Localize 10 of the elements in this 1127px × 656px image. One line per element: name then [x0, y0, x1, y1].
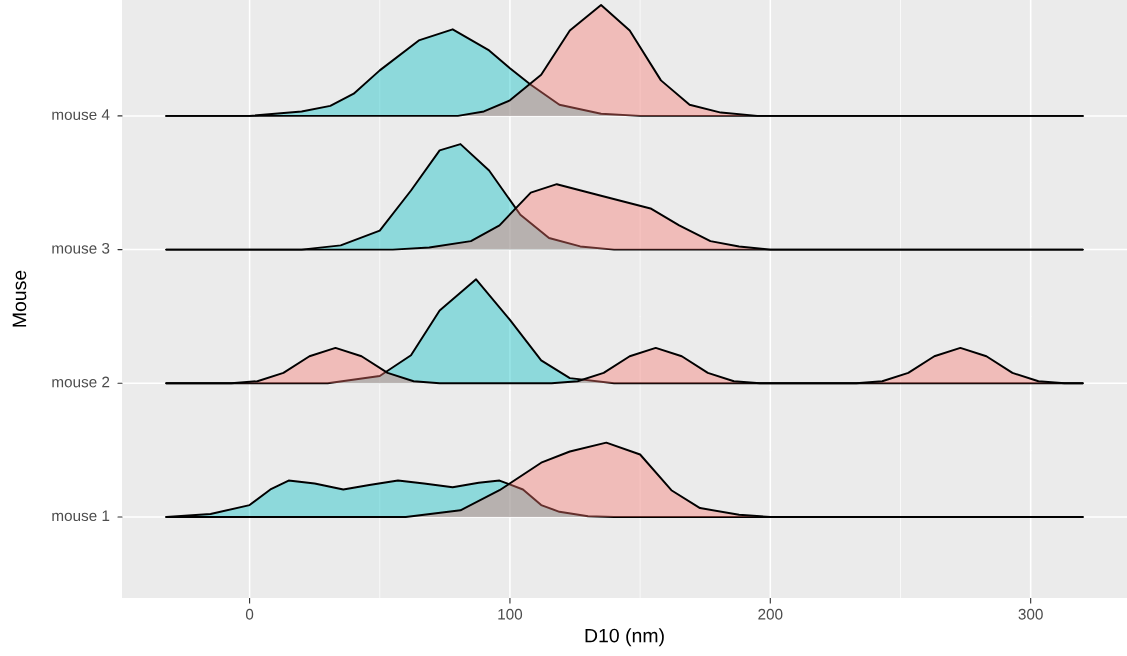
text: mouse 3 [52, 242, 110, 254]
text: mouse 4 [52, 109, 110, 120]
text: mouse 1 [52, 510, 110, 522]
x-tick-label: 200 [758, 608, 783, 620]
x-tick-label: 300 [1018, 608, 1043, 620]
y-axis-title: Mouse [12, 270, 27, 327]
text: mouse 2 [52, 376, 110, 388]
x-tick-label: 0 [245, 608, 254, 620]
x-axis-title: D10 (nm) [585, 628, 664, 647]
x-tick-label: 100 [498, 608, 523, 620]
